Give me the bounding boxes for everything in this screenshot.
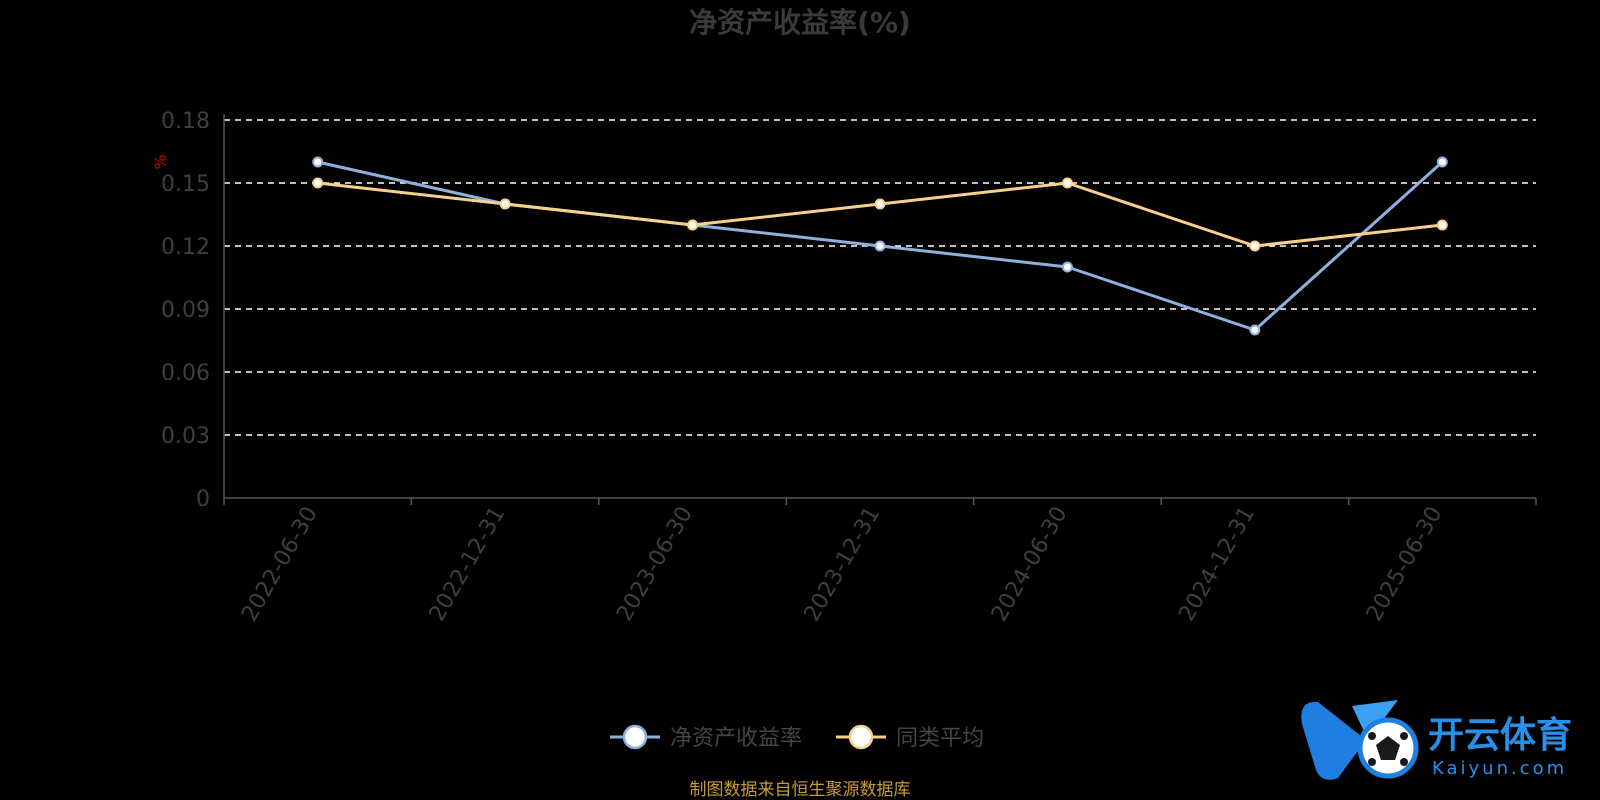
x-tick-label: 2022-06-30 [237, 503, 323, 626]
data-point[interactable] [687, 219, 699, 231]
data-point[interactable] [312, 156, 324, 168]
data-point[interactable] [874, 240, 886, 252]
x-tick-label: 2024-06-30 [987, 503, 1073, 626]
data-point[interactable] [1061, 261, 1073, 273]
legend-item[interactable]: 净资产收益率 [610, 724, 802, 751]
watermark-name: 开云体育 [1428, 715, 1572, 756]
data-point[interactable] [874, 198, 886, 210]
series-lines [312, 156, 1448, 336]
x-tick-label: 2024-12-31 [1174, 503, 1260, 626]
axes [223, 114, 1537, 505]
data-point[interactable] [1436, 219, 1448, 231]
x-tick-label: 2023-06-30 [612, 503, 698, 626]
data-point[interactable] [1249, 240, 1261, 252]
data-point[interactable] [1249, 324, 1261, 336]
data-point[interactable] [499, 198, 511, 210]
legend-swatch-marker [848, 724, 874, 750]
y-tick-label: 0.12 [161, 235, 210, 260]
x-tick-label: 2025-06-30 [1362, 503, 1448, 626]
legend-label: 净资产收益率 [670, 726, 802, 751]
legend-label: 同类平均 [896, 726, 984, 751]
legend[interactable]: 净资产收益率 同类平均 [610, 724, 984, 751]
y-tick-label: 0.18 [161, 109, 210, 134]
y-tick-label: 0 [196, 487, 210, 512]
kaiyun-logo-icon [1301, 700, 1419, 780]
y-tick-label: 0.09 [161, 298, 210, 323]
y-tick-labels: 0 0.03 0.06 0.09 0.12 0.15 0.18 [161, 109, 210, 512]
data-point[interactable] [1061, 177, 1073, 189]
watermark-domain: Kaiyun.com [1432, 758, 1567, 779]
y-unit-label: % [151, 154, 170, 169]
data-point[interactable] [1436, 156, 1448, 168]
chart-title: 净资产收益率(%) [689, 6, 911, 39]
x-tick-label: 2022-12-31 [425, 502, 511, 625]
x-tick-label: 2023-12-31 [800, 503, 886, 626]
y-tick-label: 0.03 [161, 424, 210, 449]
y-tick-label: 0.06 [161, 361, 210, 386]
series-line [317, 181, 1443, 248]
legend-item[interactable]: 同类平均 [836, 724, 984, 751]
data-source-note: 制图数据来自恒生聚源数据库 [690, 780, 911, 800]
grid-lines [224, 119, 1536, 436]
y-tick-label: 0.15 [161, 172, 210, 197]
x-tick-labels: 2022-06-30 2022-12-31 2023-06-30 2023-12-31… [237, 502, 1447, 625]
data-point[interactable] [312, 177, 324, 189]
legend-swatch-marker [622, 724, 648, 750]
watermark-logo: 开云体育 Kaiyun.com [1301, 700, 1572, 780]
